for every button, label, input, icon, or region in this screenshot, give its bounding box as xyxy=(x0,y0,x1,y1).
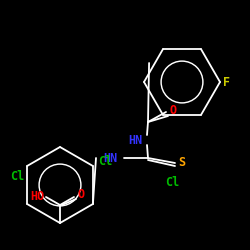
Text: O: O xyxy=(78,188,84,202)
Text: Cl: Cl xyxy=(10,170,24,183)
Text: Cl: Cl xyxy=(165,176,179,188)
Text: HN: HN xyxy=(103,152,117,164)
Text: O: O xyxy=(170,104,176,117)
Text: HO: HO xyxy=(30,190,44,203)
Text: S: S xyxy=(178,156,186,170)
Text: HN: HN xyxy=(128,134,142,146)
Text: Cl: Cl xyxy=(98,156,112,168)
Text: F: F xyxy=(224,76,230,88)
